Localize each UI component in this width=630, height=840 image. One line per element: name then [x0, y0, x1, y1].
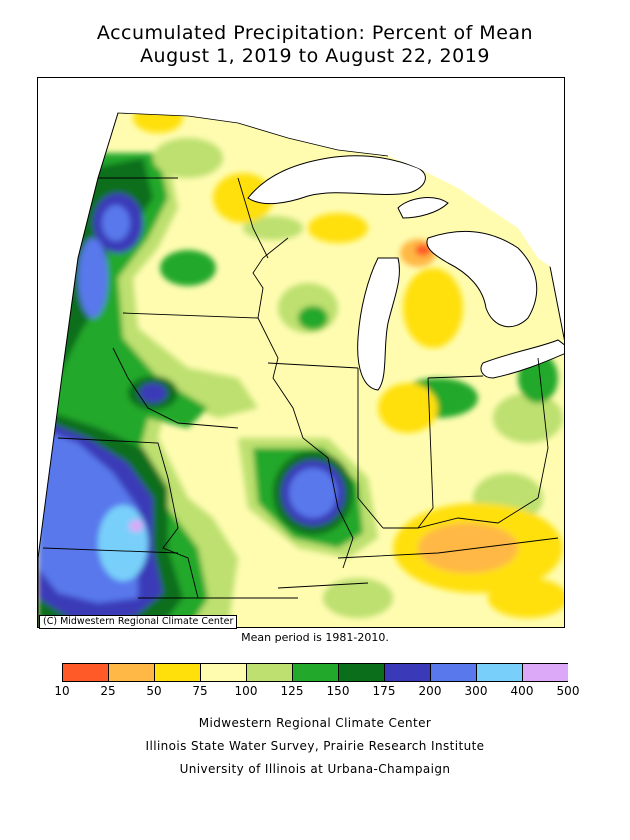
legend-tick-label: 200	[418, 684, 442, 698]
boundary-il-in	[357, 368, 384, 529]
precip-zone-blue-nw-edge	[78, 238, 108, 318]
legend-color-box	[62, 663, 109, 682]
credit-line-1: Midwestern Regional Climate Center	[198, 716, 432, 730]
map-date-range: August 1, 2019 to August 22, 2019	[140, 45, 490, 67]
precip-zone-yellow-mi-lp	[403, 268, 463, 348]
canada-area	[118, 78, 564, 277]
canada-border	[117, 112, 389, 157]
boundary-wi-il	[267, 362, 359, 369]
boundary-ky-tn	[337, 537, 559, 559]
legend-tick-label: 25	[100, 684, 116, 698]
precip-zone-yellow-mi-up	[308, 213, 368, 243]
boundary-mn-ia	[122, 237, 289, 319]
boundary-ohio-river	[383, 497, 539, 529]
legend-color-box	[246, 663, 293, 682]
legend-tick-label: 150	[326, 684, 350, 698]
precip-zone-yellow-in	[378, 383, 438, 433]
legend-tick-labels: 10 25 50 75 100 125 150 175 200 300 400 500	[0, 684, 630, 698]
precip-zone-light-green-ohio-e	[493, 393, 563, 443]
lake-bay	[397, 197, 449, 219]
lake-huron	[426, 230, 538, 328]
precip-zone-red-mi	[415, 244, 431, 256]
legend-color-box	[522, 663, 568, 682]
boundary-ks-ok	[42, 547, 179, 554]
state-boundaries	[42, 177, 559, 599]
precip-zone-yellow-wi	[213, 173, 273, 223]
legend-tick-label: 400	[510, 684, 534, 698]
precip-zone-orange-ky	[418, 523, 518, 573]
precip-zone-yellow-se	[488, 578, 564, 618]
legend-color-box	[200, 663, 247, 682]
precip-zone-lavender-sw	[129, 520, 143, 532]
precip-zone-blue-central	[289, 468, 337, 518]
precip-zone-blue-nw	[102, 205, 130, 241]
legend-tick-label: 100	[234, 684, 258, 698]
lake-superior	[247, 155, 426, 205]
map-canvas	[38, 78, 564, 627]
boundary-ne-ia	[112, 347, 239, 429]
precip-zone-cyan-sw	[98, 505, 148, 581]
precip-zone-green-mn	[160, 250, 216, 286]
legend-color-box	[430, 663, 477, 682]
great-lakes	[247, 155, 564, 391]
precipitation-map	[37, 77, 565, 628]
map-copyright: (C) Midwestern Regional Climate Center	[39, 615, 238, 629]
legend-color-box	[108, 663, 155, 682]
precip-zone-indigo-iowa	[139, 383, 167, 403]
boundary-wi-mn	[237, 177, 269, 259]
lake-michigan	[357, 257, 400, 391]
lake-erie	[480, 339, 564, 379]
credit-line-3: University of Illinois at Urbana-Champai…	[179, 762, 451, 776]
legend-color-box	[338, 663, 385, 682]
legend-tick-label: 50	[146, 684, 162, 698]
legend-tick-label: 300	[464, 684, 488, 698]
boundary-in-oh	[417, 377, 434, 529]
boundary-oh-pa	[537, 357, 549, 499]
boundary-tn	[277, 582, 369, 589]
legend-color-box	[154, 663, 201, 682]
precip-zone-light-green-south	[323, 578, 393, 618]
mean-period-note: Mean period is 1981-2010.	[241, 631, 389, 644]
boundary-ks-mo	[57, 437, 199, 599]
legend-tick-label: 500	[556, 684, 580, 698]
precip-zone-light-green-north	[153, 138, 223, 178]
legend-tick-label: 125	[280, 684, 304, 698]
legend-tick-label: 10	[54, 684, 70, 698]
credit-line-2: Illinois State Water Survey, Prairie Res…	[145, 739, 485, 753]
legend-color-box	[476, 663, 523, 682]
legend-tick-label: 175	[372, 684, 396, 698]
color-legend	[62, 663, 568, 682]
legend-tick-label: 75	[192, 684, 208, 698]
legend-color-box	[384, 663, 431, 682]
boundary-mi-oh	[427, 375, 484, 379]
precip-zone-light-green-wi	[243, 216, 303, 240]
boundary-mississippi	[257, 317, 354, 569]
legend-color-box	[292, 663, 339, 682]
map-title: Accumulated Precipitation: Percent of Me…	[96, 22, 534, 44]
precip-zone-green-wi-south	[298, 306, 328, 330]
